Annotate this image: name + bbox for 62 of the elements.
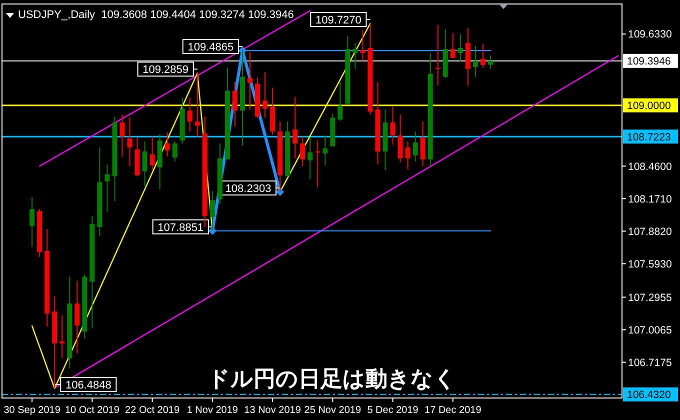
candlestick bbox=[120, 114, 125, 157]
candlestick bbox=[127, 117, 132, 167]
candlestick bbox=[405, 140, 410, 170]
candlestick bbox=[308, 137, 313, 180]
candlestick bbox=[338, 81, 343, 122]
y-tick-label: 107.5930 bbox=[628, 258, 672, 270]
candlestick bbox=[435, 24, 440, 86]
data-label: 109.2859 bbox=[142, 64, 189, 76]
candlestick bbox=[360, 30, 366, 62]
candlestick bbox=[150, 136, 155, 170]
x-tick-label: 1 Nov 2019 bbox=[186, 405, 238, 416]
data-label: 109.7270 bbox=[315, 14, 362, 26]
candlestick bbox=[458, 34, 463, 62]
ref-line-label: 109.0000 bbox=[627, 100, 671, 112]
y-tick-label: 107.0065 bbox=[628, 324, 672, 336]
candlestick bbox=[480, 43, 486, 68]
candlestick bbox=[262, 71, 268, 118]
x-tick-label: 30 Sep 2019 bbox=[4, 405, 61, 416]
candlestick bbox=[292, 96, 298, 159]
candlestick bbox=[390, 106, 396, 145]
candlestick bbox=[412, 131, 418, 162]
candlestick bbox=[450, 32, 456, 58]
candlestick bbox=[472, 45, 478, 78]
ref-line-label: 109.3946 bbox=[627, 56, 671, 68]
candlestick bbox=[315, 140, 320, 188]
candlestick bbox=[248, 51, 252, 110]
text: USDJPY_,Daily 109.3608 109.4404 109.3274 109.3946 bbox=[18, 9, 294, 21]
y-tick-label: 108.1710 bbox=[628, 193, 672, 206]
x-tick-label: 22 Oct 2019 bbox=[125, 405, 180, 416]
data-label: 106.4848 bbox=[65, 379, 112, 392]
candlestick bbox=[104, 164, 110, 213]
candlestick bbox=[398, 114, 403, 163]
candlestick bbox=[172, 140, 178, 162]
x-tick-label: 25 Nov 2019 bbox=[304, 405, 362, 416]
candlestick bbox=[232, 81, 238, 128]
data-label: 109.4865 bbox=[188, 42, 234, 54]
candlestick bbox=[352, 42, 358, 70]
candlestick bbox=[194, 72, 200, 137]
y-tick-label: 107.2955 bbox=[628, 292, 672, 304]
y-tick-label: 109.6330 bbox=[628, 28, 672, 41]
x-tick-label: 5 Dec 2019 bbox=[367, 405, 419, 416]
candlestick bbox=[420, 121, 426, 167]
ref-line-label: 108.7223 bbox=[627, 131, 671, 144]
y-tick-label: 107.8820 bbox=[628, 226, 672, 238]
candlestick bbox=[187, 97, 192, 132]
data-label: 107.8851 bbox=[158, 222, 204, 234]
candlestick bbox=[74, 280, 80, 354]
candlestick bbox=[142, 140, 148, 187]
candlestick bbox=[488, 55, 493, 69]
ref-line-label: 106.4320 bbox=[627, 389, 671, 402]
candlestick bbox=[30, 196, 35, 248]
candlestick bbox=[164, 132, 170, 157]
data-label: 108.2303 bbox=[225, 182, 272, 195]
x-tick-label: 17 Dec 2019 bbox=[424, 405, 482, 416]
y-tick-label: 108.4600 bbox=[628, 160, 672, 173]
candlestick bbox=[322, 134, 328, 166]
x-tick-label: 10 Oct 2019 bbox=[64, 405, 120, 416]
x-tick-label: 13 Nov 2019 bbox=[244, 405, 302, 416]
candlestick bbox=[60, 314, 65, 359]
candlestick bbox=[300, 136, 306, 167]
y-tick-label: 106.7175 bbox=[628, 356, 672, 369]
annotation: ドル円の日足は動きなく bbox=[208, 367, 456, 392]
